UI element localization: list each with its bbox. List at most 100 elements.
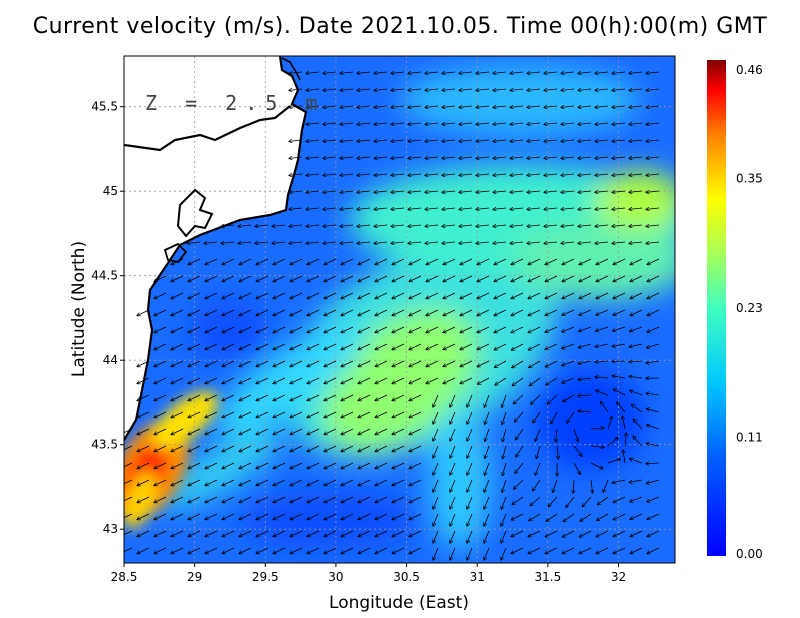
- velocity-arrow: [290, 343, 303, 349]
- velocity-arrow: [460, 326, 473, 332]
- velocity-arrow: [137, 411, 150, 417]
- velocity-arrow: [485, 445, 490, 458]
- velocity-arrow: [493, 72, 507, 73]
- velocity-arrow: [545, 292, 558, 298]
- velocity-arrow: [647, 547, 660, 553]
- velocity-arrow: [596, 258, 609, 264]
- velocity-arrow: [391, 140, 405, 141]
- velocity-arrow: [544, 208, 558, 209]
- velocity-arrow: [324, 326, 337, 332]
- velocity-arrow: [595, 89, 609, 90]
- velocity-arrow: [425, 106, 439, 107]
- velocity-arrow: [358, 309, 371, 315]
- velocity-arrow: [324, 377, 337, 383]
- velocity-arrow: [630, 326, 643, 331]
- velocity-arrow: [408, 225, 422, 226]
- velocity-arrow: [527, 242, 541, 243]
- velocity-arrow: [493, 225, 507, 226]
- velocity-arrow: [341, 547, 354, 553]
- velocity-arrow: [137, 445, 150, 451]
- velocity-arrow: [485, 411, 490, 424]
- velocity-arrow: [307, 309, 320, 315]
- velocity-arrow: [595, 174, 609, 175]
- velocity-arrow: [154, 513, 167, 519]
- velocity-arrow: [646, 174, 660, 175]
- velocity-arrow: [188, 292, 201, 298]
- velocity-arrow: [578, 343, 592, 348]
- velocity-arrow: [442, 225, 456, 226]
- velocity-arrow: [484, 496, 490, 509]
- velocity-arrow: [357, 242, 371, 243]
- velocity-arrow: [494, 292, 507, 298]
- velocity-arrow: [476, 174, 490, 175]
- velocity-arrow: [646, 157, 660, 158]
- velocity-arrow: [561, 140, 575, 141]
- velocity-arrow: [289, 174, 303, 175]
- velocity-arrow: [450, 394, 456, 407]
- velocity-arrow: [443, 360, 456, 366]
- velocity-arrow: [222, 326, 235, 332]
- velocity-arrow: [408, 140, 422, 141]
- velocity-arrow: [567, 411, 575, 423]
- velocity-arrow: [358, 292, 371, 298]
- velocity-arrow: [306, 72, 320, 73]
- velocity-arrow: [307, 530, 320, 536]
- velocity-arrow: [222, 360, 235, 366]
- velocity-arrow: [613, 389, 626, 396]
- velocity-arrow: [544, 242, 558, 243]
- velocity-arrow: [495, 360, 507, 367]
- velocity-arrow: [484, 394, 490, 407]
- velocity-arrow: [306, 242, 320, 243]
- velocity-arrow: [273, 479, 286, 485]
- velocity-arrow: [495, 377, 507, 385]
- velocity-arrow: [493, 157, 507, 158]
- velocity-arrow: [239, 258, 252, 264]
- velocity-arrow: [450, 513, 456, 526]
- velocity-arrow: [290, 377, 303, 383]
- velocity-arrow: [612, 140, 626, 141]
- velocity-arrow: [647, 343, 660, 348]
- velocity-arrow: [239, 479, 252, 485]
- velocity-arrow: [442, 123, 456, 124]
- velocity-arrow: [590, 428, 604, 429]
- velocity-arrow: [171, 275, 184, 281]
- velocity-arrow: [239, 360, 252, 366]
- velocity-arrow: [171, 411, 184, 417]
- velocity-arrow: [613, 513, 626, 520]
- velocity-arrow: [408, 89, 422, 90]
- velocity-arrow: [527, 208, 541, 209]
- velocity-arrow: [425, 89, 439, 90]
- velocity-arrow: [450, 462, 456, 475]
- velocity-arrow: [595, 343, 609, 347]
- velocity-arrow: [239, 462, 252, 468]
- velocity-arrow: [510, 225, 524, 226]
- velocity-arrow: [238, 242, 252, 243]
- velocity-arrow: [613, 309, 626, 315]
- velocity-arrow: [273, 513, 286, 519]
- velocity-arrow: [124, 513, 133, 519]
- velocity-arrow: [171, 530, 184, 536]
- velocity-arrow: [443, 292, 456, 298]
- velocity-arrow: [595, 72, 609, 73]
- velocity-arrow: [290, 530, 303, 536]
- velocity-arrow: [154, 496, 167, 502]
- velocity-arrow: [306, 106, 320, 107]
- velocity-arrow: [341, 479, 354, 485]
- velocity-arrow: [222, 479, 235, 485]
- velocity-arrow: [443, 377, 456, 383]
- velocity-arrow: [188, 513, 201, 519]
- velocity-arrow: [374, 106, 388, 107]
- velocity-arrow: [647, 275, 660, 281]
- velocity-arrow: [307, 513, 320, 519]
- velocity-arrow: [340, 140, 354, 141]
- velocity-arrow: [629, 174, 643, 175]
- velocity-arrow: [239, 445, 252, 451]
- velocity-arrow: [527, 174, 541, 175]
- velocity-arrow: [596, 390, 609, 396]
- velocity-arrow: [205, 445, 218, 451]
- x-tick-label: 30: [328, 570, 343, 584]
- velocity-arrow: [646, 89, 660, 90]
- velocity-arrow: [256, 326, 269, 332]
- velocity-arrow: [494, 258, 507, 264]
- velocity-arrow: [358, 343, 371, 349]
